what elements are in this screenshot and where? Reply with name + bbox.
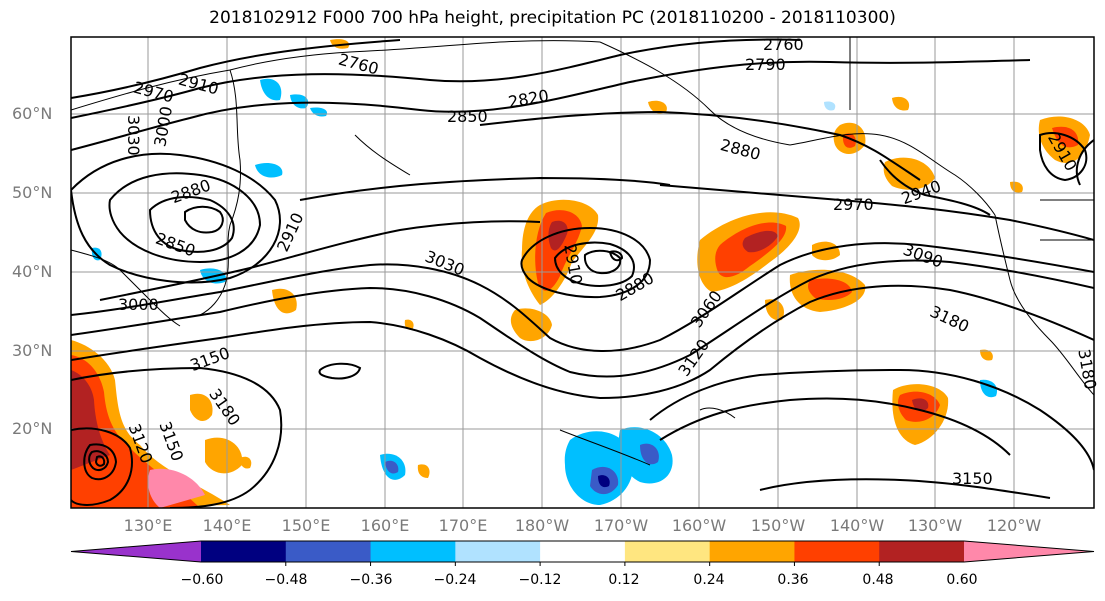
lon-label: 170°E — [438, 516, 488, 535]
lon-label: 120°W — [986, 516, 1042, 535]
colorbar-tick-label: −0.36 — [349, 572, 393, 588]
lat-label-30n: 30°N — [12, 341, 53, 360]
colorbar-segment — [370, 541, 456, 562]
lon-label: 140°W — [829, 516, 885, 535]
colorbar-segment — [201, 541, 287, 562]
colorbar-tick-label: 0.24 — [693, 572, 725, 588]
map-title: 2018102912 F000 700 hPa height, precipit… — [209, 8, 896, 28]
contour-label: 2970 — [833, 195, 874, 214]
contour-label: 3030 — [124, 115, 143, 156]
lon-label: 130°W — [907, 516, 963, 535]
lon-label: 150°E — [281, 516, 331, 535]
colorbar-tick-label: −0.48 — [264, 572, 308, 588]
colorbar-segment — [879, 541, 965, 562]
contour-label: 3000 — [118, 295, 159, 314]
colorbar-tick-label: −0.12 — [518, 572, 562, 588]
colorbar-segment — [455, 541, 541, 562]
lat-label-20n: 20°N — [12, 419, 53, 438]
lon-label: 150°W — [750, 516, 806, 535]
lat-label-40n: 40°N — [12, 262, 53, 281]
colorbar-segment — [624, 541, 711, 562]
colorbar-segment — [794, 541, 880, 562]
colorbar-segment — [709, 541, 795, 562]
lat-label-50n: 50°N — [12, 183, 53, 202]
lon-label: 130°E — [123, 516, 173, 535]
contour-label: 3150 — [952, 469, 993, 488]
lon-label: 140°E — [202, 516, 252, 535]
colorbar-tick-label: 0.60 — [946, 572, 978, 588]
contour-label: 2760 — [763, 35, 804, 54]
height-contours — [71, 38, 1094, 508]
map-frame — [70, 36, 1095, 509]
lat-label-60n: 60°N — [12, 104, 53, 123]
colorbar-tick-label: −0.24 — [433, 572, 477, 588]
contour-label: 2850 — [447, 107, 488, 126]
colorbar-outline — [70, 540, 1095, 563]
colorbar-tick-label: 0.12 — [608, 572, 640, 588]
lon-label: 160°E — [360, 516, 410, 535]
colorbar-tick-label: −0.60 — [180, 572, 224, 588]
lon-label: 180°W — [514, 516, 570, 535]
colorbar-extend-high — [964, 541, 1094, 562]
colorbar-segment — [540, 541, 626, 562]
contour-label: 2790 — [745, 55, 786, 74]
colorbar-extend-low — [71, 541, 201, 562]
colorbar-tick-label: 0.36 — [777, 572, 809, 588]
lon-label: 170°W — [593, 516, 649, 535]
colorbar-segment — [285, 541, 372, 562]
lon-label: 160°W — [671, 516, 727, 535]
colorbar — [70, 540, 1095, 566]
colorbar-tick-label: 0.48 — [862, 572, 894, 588]
